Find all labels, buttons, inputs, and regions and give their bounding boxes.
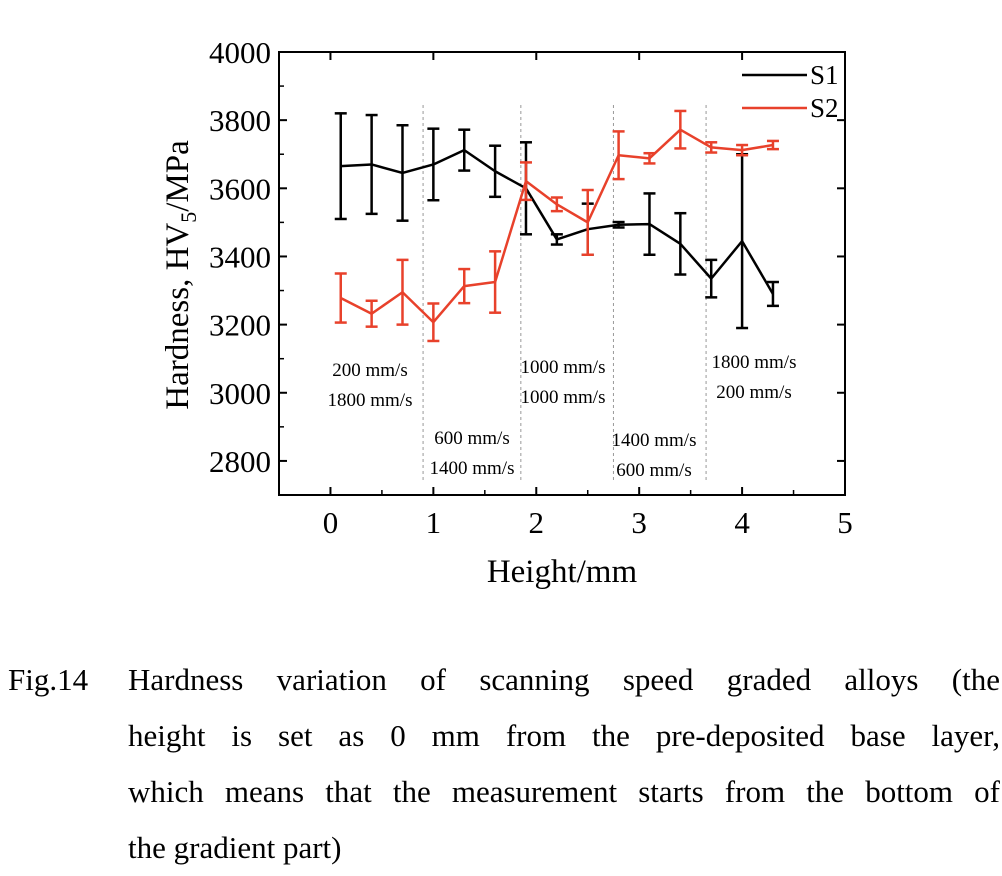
speed-annotations: 200 mm/s 1800 mm/s 600 mm/s 1400 mm/s 1000 m… [328,352,797,481]
series-line-S2 [341,130,773,323]
x-tick-label-5: 5 [837,505,853,540]
speed-dividers [423,105,706,480]
y-tick-label-1: 3000 [209,376,271,411]
x-tick-label-0: 0 [323,505,339,540]
y-tick-label-0: 2800 [209,444,271,479]
annotation-3-line-2: 1000 mm/s [521,387,606,408]
x-tick-label-3: 3 [631,505,647,540]
caption-line-2: height is set as 0 mm from the pre-depos… [128,708,1000,764]
caption-line-3: which means that the measurement starts … [128,764,1000,820]
annotation-3-line-1: 1000 mm/s [521,357,606,378]
annotation-1-line-2: 1800 mm/s [328,390,413,411]
hardness-chart: 200 mm/s 1800 mm/s 600 mm/s 1400 mm/s 1000 m… [0,0,1002,640]
y-tick-label-6: 4000 [209,35,271,70]
legend-label-S1: S1 [810,60,839,90]
x-tick-label-2: 2 [529,505,545,540]
x-axis-label: Height/mm [487,554,638,590]
caption-line-1: Hardness variation of scanning speed gra… [128,652,1000,708]
annotation-2-line-1: 600 mm/s [434,428,509,449]
y-axis-label-prefix: Hardness, HV [160,223,196,410]
series-layer [335,111,779,341]
y-tick-label-3: 3400 [209,239,271,274]
figure-number: Fig.14 [8,652,88,708]
y-axis-label-subscript: 5 [176,212,201,223]
y-axis-label: Hardness, HV5/MPa [160,140,201,410]
x-tick-label-1: 1 [426,505,442,540]
legend-label-S2: S2 [810,93,839,123]
annotation-4-line-2: 600 mm/s [616,460,691,481]
x-tick-label-4: 4 [734,505,750,540]
y-tick-label-5: 3800 [209,103,271,138]
annotation-1-line-1: 200 mm/s [332,360,407,381]
y-tick-label-4: 3600 [209,171,271,206]
axis-ticks: 0 1 2 3 4 5 2800 3000 3200 3400 3600 3800 4000 [209,35,853,540]
caption-line-4: the gradient part) [128,820,1000,876]
annotation-4-line-1: 1400 mm/s [612,430,697,451]
series-line-S1 [341,150,773,294]
annotation-5-line-2: 200 mm/s [716,382,791,403]
annotation-5-line-1: 1800 mm/s [712,352,797,373]
annotation-2-line-2: 1400 mm/s [430,458,515,479]
caption-text: Hardness variation of scanning speed gra… [128,652,1000,876]
y-axis-label-suffix: /MPa [160,140,196,212]
y-tick-label-2: 3200 [209,308,271,343]
